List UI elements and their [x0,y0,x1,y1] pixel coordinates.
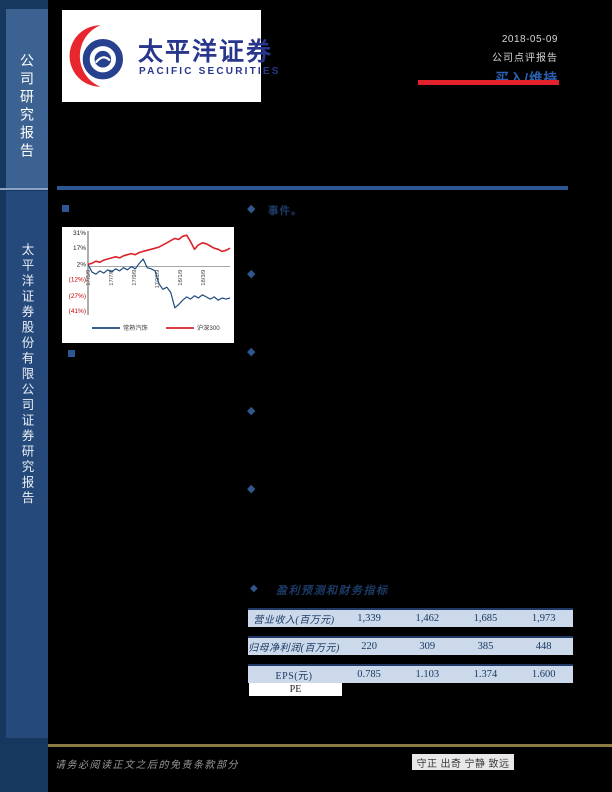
table-title: 盈利预测和财务指标 [276,585,389,597]
square-bullet-icon [68,350,75,357]
event-section-label: 事件。 [268,205,303,217]
table-row: 归母净利润(百万元) 220 309 385 448 [248,636,573,655]
sidebar-bottom-label: 太平洋证券股份有限公司证券研究报告 [19,243,34,507]
header-divider-rule [57,186,568,190]
sidebar-top-label: 公司研究报告 [19,53,35,161]
logo-chinese-name: 太平洋证券 [138,38,274,66]
row-label: EPS(元) [275,671,313,682]
square-bullet-icon [62,205,69,212]
pe-row-label: PE [249,683,342,696]
svg-text:18/3/9: 18/3/9 [201,270,207,286]
svg-text:17%: 17% [73,245,86,252]
report-type: 公司点评报告 [492,53,558,64]
svg-text:17/5/9: 17/5/9 [86,270,92,286]
table-row: 营业收入(百万元) 1,339 1,462 1,685 1,973 [248,608,573,627]
row-value: 448 [535,641,552,652]
diamond-bullet-icon: ◆ [247,346,256,358]
row-value: 1,339 [357,613,381,624]
logo-english-name: PACIFIC SECURITIES [139,66,281,77]
diamond-bullet-icon: ◆ [250,583,258,594]
row-value: 1.103 [415,669,440,680]
stock-performance-chart: 31% 17% 2% (12%) (27%) (41%) 17/5/9 17/7/9 17/9/… [62,227,234,343]
svg-text:(41%): (41%) [69,308,86,315]
svg-text:31%: 31% [73,230,86,237]
svg-text:沪深300: 沪深300 [197,324,220,332]
row-value: 1.374 [473,669,498,680]
svg-text:2%: 2% [77,261,87,268]
svg-text:常熟汽饰: 常熟汽饰 [123,324,148,332]
chart-canvas: 31% 17% 2% (12%) (27%) (41%) 17/5/9 17/7/9 17/9/… [69,230,231,332]
diamond-bullet-icon: ◆ [247,483,256,495]
table-row: EPS(元) 0.785 1.103 1.374 1.600 [248,664,573,683]
diamond-bullet-icon: ◆ [247,405,256,417]
row-label: 归母净利润(百万元) [248,643,340,654]
row-value: 0.785 [357,669,381,680]
sidebar-bottom-panel: 太平洋证券股份有限公司证券研究报告 [6,191,48,738]
company-motto: 守正 出奇 宁静 致远 [412,754,514,770]
row-value: 1,462 [415,613,440,624]
row-label: 营业收入(百万元) [253,615,335,626]
row-value: 309 [419,641,436,652]
row-value: 1.600 [531,669,556,680]
svg-text:17/7/9: 17/7/9 [109,270,115,286]
rating-underline-bar [418,80,559,85]
row-value: 1,685 [473,613,498,624]
row-value: 385 [477,641,494,652]
row-value: 1,973 [531,613,556,624]
svg-text:(27%): (27%) [69,293,86,300]
diamond-bullet-icon: ◆ [247,203,256,215]
svg-text:18/1/9: 18/1/9 [178,270,184,286]
row-value: 220 [361,641,377,652]
svg-text:(12%): (12%) [69,277,86,284]
logo-box: 太平洋证券 PACIFIC SECURITIES [62,10,278,102]
footer-divider-line [48,744,612,747]
left-sidebar: 公司研究报告 太平洋证券股份有限公司证券研究报告 [0,0,48,792]
sidebar-top-panel: 公司研究报告 [6,9,48,188]
sidebar-divider [0,188,48,190]
diamond-bullet-icon: ◆ [247,268,256,280]
svg-text:17/9/9: 17/9/9 [132,270,138,286]
report-date: 2018-05-09 [501,34,558,45]
disclaimer-text: 请务必阅读正文之后的免责条款部分 [55,760,239,771]
pacific-securities-logo-icon [69,25,123,87]
